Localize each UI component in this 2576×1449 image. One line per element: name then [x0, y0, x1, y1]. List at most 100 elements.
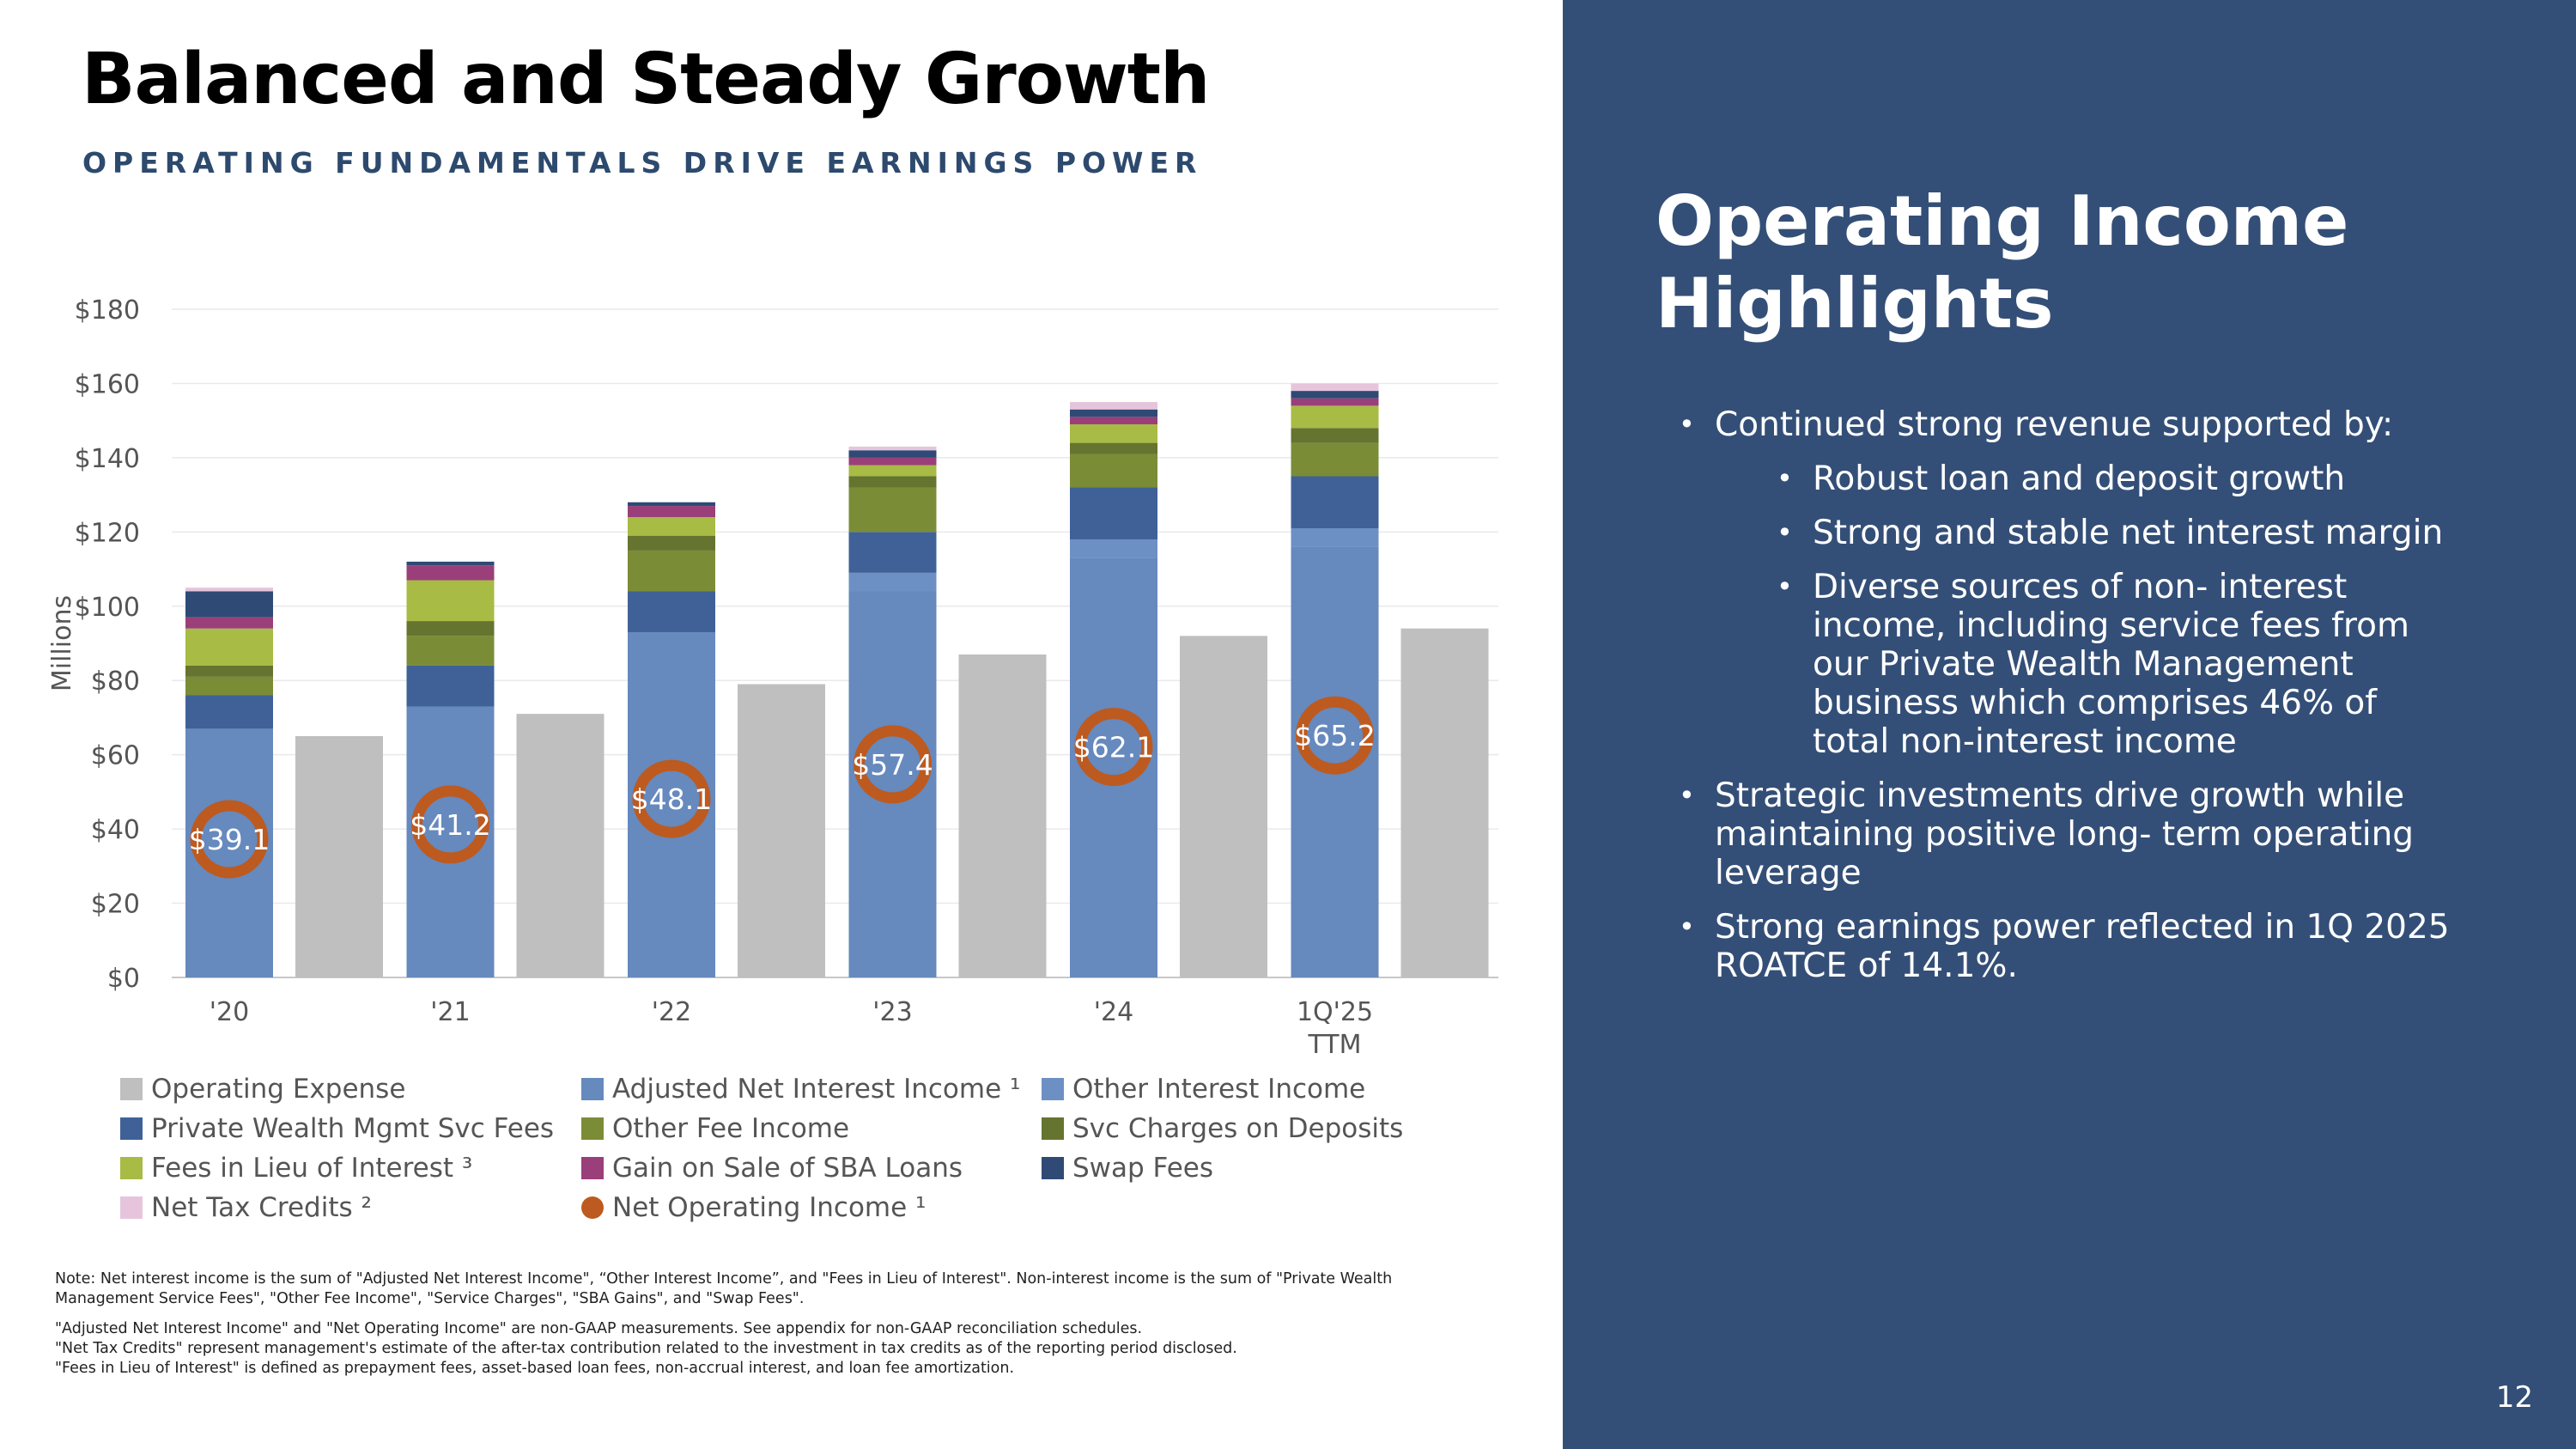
bar-segment — [406, 580, 495, 622]
bar-segment — [848, 572, 937, 592]
x-tick-label: TTM — [1307, 1030, 1361, 1060]
x-tick-label: '20 — [210, 997, 249, 1027]
y-tick-label: $80 — [91, 667, 140, 697]
x-tick-label: 1Q'25 — [1297, 997, 1373, 1027]
legend-swatch — [581, 1157, 604, 1179]
bar-segment — [848, 487, 937, 533]
expense-bar — [295, 736, 383, 977]
x-tick-label: '23 — [872, 997, 912, 1027]
bar-segment — [406, 621, 495, 636]
data-label: $62.1 — [1073, 731, 1154, 764]
legend-swatch — [1042, 1078, 1064, 1100]
legend-label: Gain on Sale of SBA Loans — [612, 1153, 963, 1184]
legend-swatch — [581, 1078, 604, 1100]
bar-segment — [406, 561, 495, 566]
footnote-tax-credits: "Net Tax Credits" represent management's… — [55, 1340, 1237, 1357]
bar-segment — [848, 446, 937, 451]
legend-label: Adjusted Net Interest Income ¹ — [612, 1074, 1021, 1105]
bar-segment — [1291, 546, 1379, 977]
highlights-panel: Operating Income Highlights Continued st… — [1563, 0, 2576, 1449]
y-tick-label: $180 — [75, 295, 140, 326]
legend-label: Fees in Lieu of Interest ³ — [151, 1153, 473, 1184]
net-operating-income-marker — [1074, 708, 1153, 787]
bar-segment — [406, 565, 495, 581]
net-operating-income-marker — [411, 785, 489, 864]
bar-segment — [406, 636, 495, 666]
bar-segment — [185, 695, 273, 729]
bar-segment — [628, 535, 715, 551]
expense-bar — [516, 714, 605, 977]
data-label: $39.1 — [189, 823, 270, 856]
bar-segment — [848, 476, 937, 488]
x-tick-label: '21 — [430, 997, 470, 1027]
bar-segment — [848, 532, 937, 573]
panel-title: Operating Income Highlights — [1656, 181, 2349, 344]
highlight-sub-bullet: Robust loan and deposit growth — [1777, 460, 2451, 498]
expense-bar — [1180, 636, 1267, 977]
net-operating-income-marker — [632, 759, 711, 838]
legend-item: Net Operating Income ¹ — [581, 1192, 926, 1223]
data-label: $41.2 — [410, 808, 490, 842]
legend-label: Svc Charges on Deposits — [1072, 1113, 1404, 1144]
y-axis-label: Millions — [47, 595, 77, 691]
x-tick-label: '24 — [1094, 997, 1133, 1027]
legend-label: Other Interest Income — [1072, 1074, 1366, 1105]
x-tick-label: '22 — [652, 997, 691, 1027]
y-tick-label: $20 — [91, 890, 140, 920]
legend-swatch — [120, 1078, 143, 1100]
bar-segment — [1291, 405, 1379, 429]
bar-segment — [848, 465, 937, 477]
chart-legend: Operating Expense Adjusted Net Interest I… — [120, 1074, 1494, 1245]
bar-segment — [1291, 476, 1379, 529]
bar-segment — [848, 450, 937, 458]
bar-segment — [848, 457, 937, 466]
bar-segment — [185, 588, 273, 592]
bar-segment — [185, 628, 273, 666]
footnote-non-gaap: "Adjusted Net Interest Income" and "Net … — [55, 1320, 1143, 1337]
bar-segment — [1291, 442, 1379, 477]
net-operating-income-marker — [854, 725, 932, 804]
y-tick-label: $160 — [75, 369, 140, 399]
legend-label: Net Tax Credits ² — [151, 1192, 372, 1223]
data-label: $65.2 — [1294, 719, 1375, 752]
net-operating-income-marker — [190, 800, 269, 879]
legend-swatch — [120, 1157, 143, 1179]
y-tick-label: $100 — [75, 593, 140, 623]
y-tick-label: $0 — [107, 964, 140, 994]
y-tick-label: $60 — [91, 741, 140, 771]
bar-segment — [1070, 409, 1157, 417]
bar-segment — [628, 517, 715, 536]
legend-label: Private Wealth Mgmt Svc Fees — [151, 1113, 555, 1144]
bar-segment — [1070, 417, 1157, 424]
highlights-list: Continued strong revenue supported by: R… — [1679, 405, 2451, 1001]
legend-item: Other Interest Income — [1042, 1074, 1365, 1105]
bar-segment — [185, 617, 273, 629]
legend-label: Operating Expense — [151, 1074, 406, 1105]
y-tick-label: $140 — [75, 444, 140, 474]
legend-swatch — [1042, 1117, 1064, 1140]
data-label: $57.4 — [852, 748, 933, 782]
expense-bar — [1400, 628, 1489, 977]
legend-swatch — [581, 1117, 604, 1140]
legend-item: Net Tax Credits ² — [120, 1192, 372, 1223]
bar-segment — [406, 665, 495, 707]
legend-item: Fees in Lieu of Interest ³ — [120, 1153, 472, 1184]
y-tick-label: $40 — [91, 815, 140, 845]
stacked-bar-chart: $0 $20 $40 $60 $80 $100 $120 $140 $160 $180 Millio… — [47, 295, 1498, 1060]
expense-bar — [738, 684, 825, 977]
bar-segment — [1070, 539, 1157, 558]
bar-segment — [1291, 428, 1379, 443]
bar-segment — [1070, 442, 1157, 454]
bar-segment — [628, 506, 715, 518]
bar-segment — [1070, 487, 1157, 539]
bar-segment — [185, 665, 273, 677]
net-operating-income-marker — [1296, 696, 1374, 775]
legend-item: Gain on Sale of SBA Loans — [581, 1153, 963, 1184]
bar-segment — [1070, 423, 1157, 443]
footnote-fees-in-lieu: "Fees in Lieu of Interest" is defined as… — [55, 1360, 1015, 1377]
bar-segment — [628, 550, 715, 592]
y-tick-label: $120 — [75, 518, 140, 548]
bar-segment — [1291, 528, 1379, 547]
footnote-net-interest: Note: Net interest income is the sum of … — [55, 1270, 1393, 1307]
legend-label: Swap Fees — [1072, 1153, 1213, 1184]
